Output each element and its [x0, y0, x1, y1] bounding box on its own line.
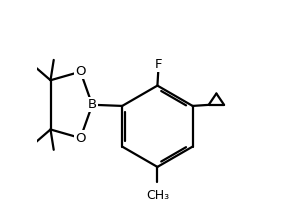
Text: B: B [88, 98, 97, 111]
Text: CH₃: CH₃ [146, 189, 169, 202]
Text: O: O [75, 132, 86, 144]
Text: F: F [155, 58, 162, 71]
Text: O: O [75, 65, 86, 78]
